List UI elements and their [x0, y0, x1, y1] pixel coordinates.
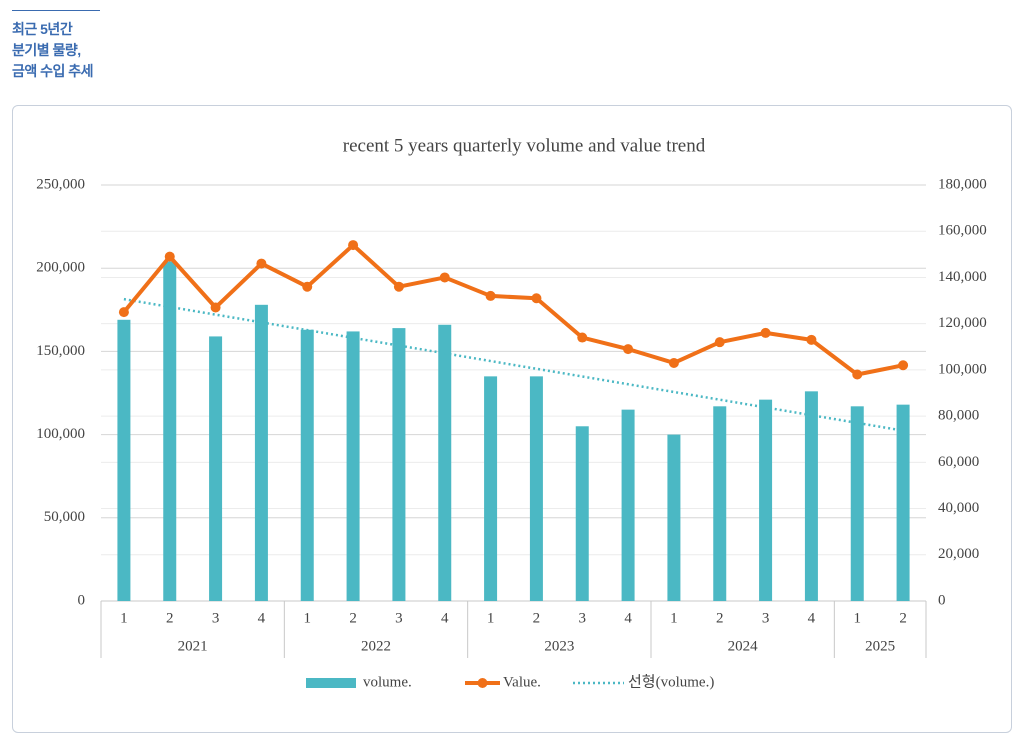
legend-swatch — [306, 678, 356, 688]
value-marker — [256, 258, 267, 269]
x-tick-label: 2 — [166, 610, 174, 626]
value-marker — [485, 290, 496, 301]
x-group-label: 2023 — [544, 638, 574, 654]
x-tick-label: 1 — [670, 610, 678, 626]
x-tick-label: 4 — [258, 610, 266, 626]
bar — [209, 336, 223, 601]
y-tick-label: 150,000 — [36, 343, 85, 359]
legend-label: 선형(volume.) — [628, 673, 714, 690]
bar — [254, 304, 268, 601]
value-marker — [668, 357, 679, 368]
y2-tick-label: 80,000 — [938, 408, 979, 424]
value-marker — [577, 332, 588, 343]
y2-tick-label: 120,000 — [938, 315, 987, 331]
x-tick-label: 2 — [349, 610, 357, 626]
value-marker — [623, 344, 634, 355]
legend-label: Value. — [503, 674, 541, 690]
heading-line: 분기별 물량, — [12, 42, 81, 58]
bar — [667, 434, 681, 601]
x-tick-label: 2 — [533, 610, 541, 626]
y2-tick-label: 140,000 — [938, 269, 987, 285]
bar — [392, 328, 406, 601]
x-group-label: 2025 — [865, 638, 895, 654]
legend-label: volume. — [363, 674, 412, 690]
bar — [759, 399, 773, 601]
value-marker — [164, 251, 175, 262]
y2-tick-label: 0 — [938, 592, 946, 608]
x-tick-label: 1 — [120, 610, 128, 626]
x-tick-label: 4 — [441, 610, 449, 626]
bar — [529, 376, 543, 601]
bar — [300, 329, 314, 601]
bar — [850, 406, 864, 601]
trendline — [123, 297, 904, 432]
bar — [117, 319, 131, 601]
bar — [896, 404, 910, 601]
y2-tick-label: 40,000 — [938, 500, 979, 516]
y2-tick-label: 180,000 — [938, 176, 987, 192]
chart-title: recent 5 years quarterly volume and valu… — [343, 135, 706, 156]
y-tick-label: 50,000 — [44, 509, 85, 525]
value-marker — [210, 302, 221, 313]
x-tick-label: 3 — [212, 610, 220, 626]
bar — [713, 406, 727, 601]
y-tick-label: 200,000 — [36, 260, 85, 276]
y2-tick-label: 160,000 — [938, 223, 987, 239]
heading: 최근 5년간 분기별 물량, 금액 수입 추세 — [12, 10, 100, 82]
bar — [575, 426, 589, 601]
x-tick-label: 1 — [304, 610, 312, 626]
y-tick-label: 0 — [78, 592, 86, 608]
value-marker — [898, 360, 909, 371]
value-marker — [118, 307, 129, 318]
x-tick-label: 4 — [624, 610, 632, 626]
value-marker — [760, 327, 771, 338]
bar — [438, 324, 452, 601]
x-tick-label: 2 — [716, 610, 724, 626]
value-marker — [806, 334, 817, 345]
value-marker — [852, 369, 863, 380]
y2-tick-label: 20,000 — [938, 546, 979, 562]
x-group-label: 2021 — [178, 638, 208, 654]
y-tick-label: 250,000 — [36, 176, 85, 192]
value-marker — [439, 272, 450, 283]
value-line — [122, 243, 904, 377]
bar — [804, 391, 818, 601]
value-marker — [393, 281, 404, 292]
x-group-label: 2024 — [728, 638, 759, 654]
x-group-label: 2022 — [361, 638, 391, 654]
x-tick-label: 2 — [899, 610, 907, 626]
y2-tick-label: 60,000 — [938, 454, 979, 470]
bar — [163, 261, 177, 601]
x-tick-label: 3 — [395, 610, 403, 626]
y2-tick-label: 100,000 — [938, 361, 987, 377]
y-tick-label: 100,000 — [36, 426, 85, 442]
value-marker — [531, 293, 542, 304]
x-tick-label: 1 — [854, 610, 862, 626]
chart-frame — [12, 105, 1012, 733]
bar — [621, 409, 635, 601]
x-tick-label: 1 — [487, 610, 495, 626]
value-marker — [714, 337, 725, 348]
x-tick-label: 3 — [579, 610, 587, 626]
heading-line: 금액 수입 추세 — [12, 63, 94, 79]
legend-marker — [477, 678, 488, 688]
x-tick-label: 3 — [762, 610, 770, 626]
value-marker — [348, 240, 359, 251]
heading-line: 최근 5년간 — [12, 21, 73, 37]
value-marker — [302, 281, 313, 292]
bar — [346, 331, 360, 601]
x-tick-label: 4 — [808, 610, 816, 626]
bar — [484, 376, 498, 601]
